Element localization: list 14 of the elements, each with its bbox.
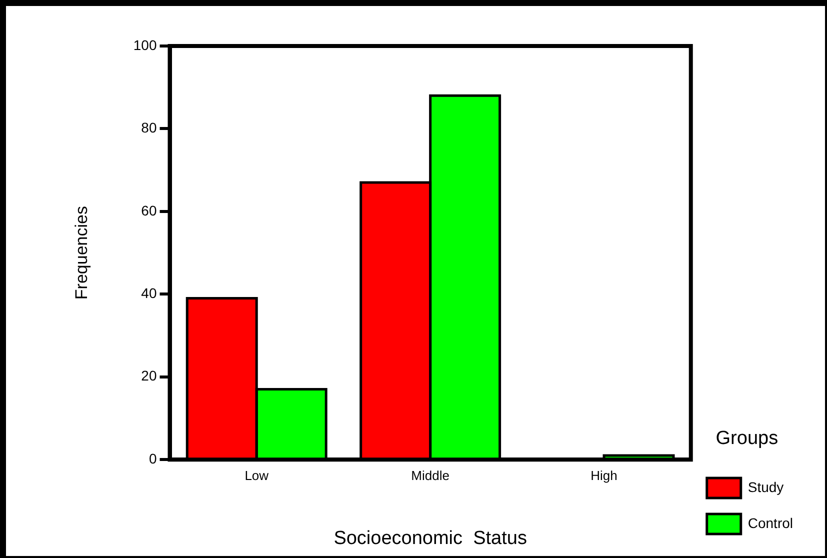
y-tick-label: 0 xyxy=(148,450,157,466)
x-tick-label: High xyxy=(590,468,618,483)
x-axis-title: Socioeconomic Status xyxy=(334,528,527,549)
y-tick-label: 20 xyxy=(141,368,157,384)
y-axis-title: Frequencies xyxy=(72,206,91,300)
y-tick-label: 60 xyxy=(141,202,157,218)
y-tick-label: 80 xyxy=(141,120,157,136)
x-tick-label: Low xyxy=(244,468,270,483)
legend-label: Study xyxy=(748,478,784,495)
y-tick-label: 40 xyxy=(141,285,157,302)
x-tick-label: Middle xyxy=(411,468,450,483)
y-tick-label: 100 xyxy=(133,36,157,53)
legend-title: Groups xyxy=(716,428,778,449)
legend-label: Control xyxy=(748,514,794,531)
